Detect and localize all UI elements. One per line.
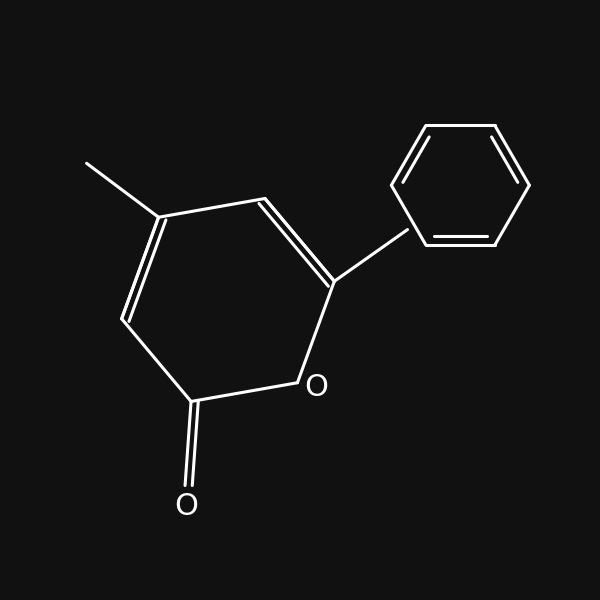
Text: O: O: [305, 373, 329, 402]
Text: O: O: [174, 492, 198, 521]
